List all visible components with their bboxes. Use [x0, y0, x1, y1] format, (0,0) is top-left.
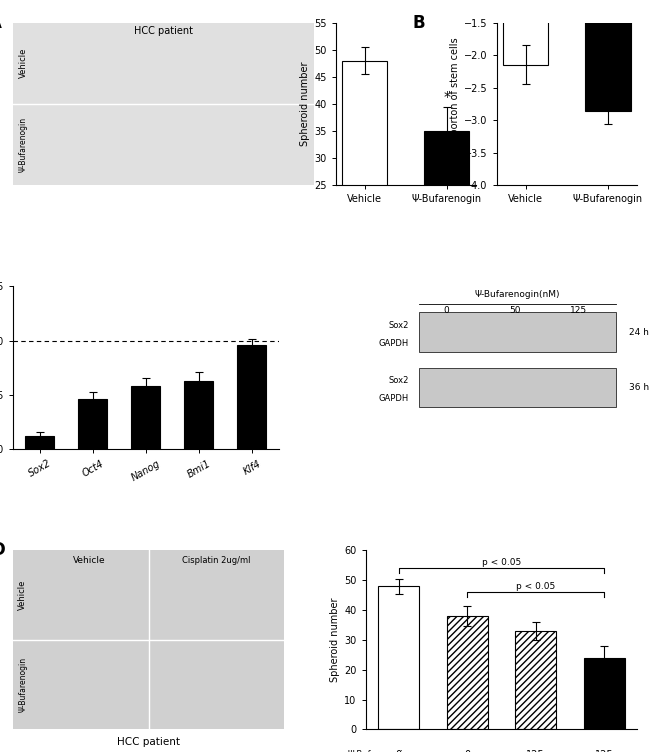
Y-axis label: Spheroid number: Spheroid number: [330, 598, 340, 682]
Bar: [237, 345, 266, 449]
Bar: [342, 61, 387, 321]
Text: p < 0.05: p < 0.05: [516, 582, 555, 591]
Text: p < 0.05: p < 0.05: [482, 558, 521, 567]
Text: 125: 125: [595, 750, 614, 752]
Text: Ψ-Bufarenogin: Ψ-Bufarenogin: [18, 657, 27, 712]
Text: 0: 0: [443, 306, 448, 315]
Text: Vehicle: Vehicle: [19, 48, 28, 78]
Bar: [131, 387, 161, 449]
Text: 125: 125: [526, 750, 545, 752]
Text: 24 h: 24 h: [629, 328, 649, 337]
Text: Ψ-Bufarenogin(nM): Ψ-Bufarenogin(nM): [474, 290, 560, 299]
Y-axis label: Spheroid number: Spheroid number: [300, 62, 310, 146]
Y-axis label: Log proporton of stem cells: Log proporton of stem cells: [450, 37, 460, 171]
Text: Sox2: Sox2: [388, 321, 409, 330]
Bar: [424, 131, 469, 321]
Bar: [503, 0, 549, 65]
Text: 0: 0: [464, 750, 470, 752]
Text: A: A: [0, 14, 2, 32]
Text: D: D: [0, 541, 5, 559]
Bar: [447, 616, 488, 729]
Text: GAPDH: GAPDH: [378, 339, 409, 348]
Bar: [378, 586, 419, 729]
Bar: [184, 381, 213, 449]
Text: Sox2: Sox2: [388, 377, 409, 385]
Text: HCC patient: HCC patient: [117, 737, 180, 747]
Text: 36 h: 36 h: [629, 383, 649, 392]
Text: 50: 50: [509, 306, 521, 315]
Text: B: B: [413, 14, 425, 32]
Bar: [515, 631, 556, 729]
Text: Ψ-Bufarenogin: Ψ-Bufarenogin: [19, 117, 28, 172]
Text: Vehicle: Vehicle: [18, 580, 27, 611]
Text: 0: 0: [395, 750, 402, 752]
Text: *: *: [604, 80, 612, 94]
Bar: [25, 436, 54, 449]
Text: Vehicle: Vehicle: [73, 556, 105, 565]
Text: *: *: [443, 90, 450, 104]
Bar: [419, 368, 616, 407]
Bar: [586, 0, 630, 111]
Text: GAPDH: GAPDH: [378, 394, 409, 403]
Text: Ψ-Bufarenogin
(nM): Ψ-Bufarenogin (nM): [347, 750, 408, 752]
Bar: [419, 313, 616, 352]
Text: Cisplatin 2ug/ml: Cisplatin 2ug/ml: [182, 556, 251, 565]
Bar: [78, 399, 107, 449]
Text: HCC patient: HCC patient: [135, 26, 193, 36]
Bar: [584, 658, 625, 729]
Text: 125: 125: [570, 306, 587, 315]
